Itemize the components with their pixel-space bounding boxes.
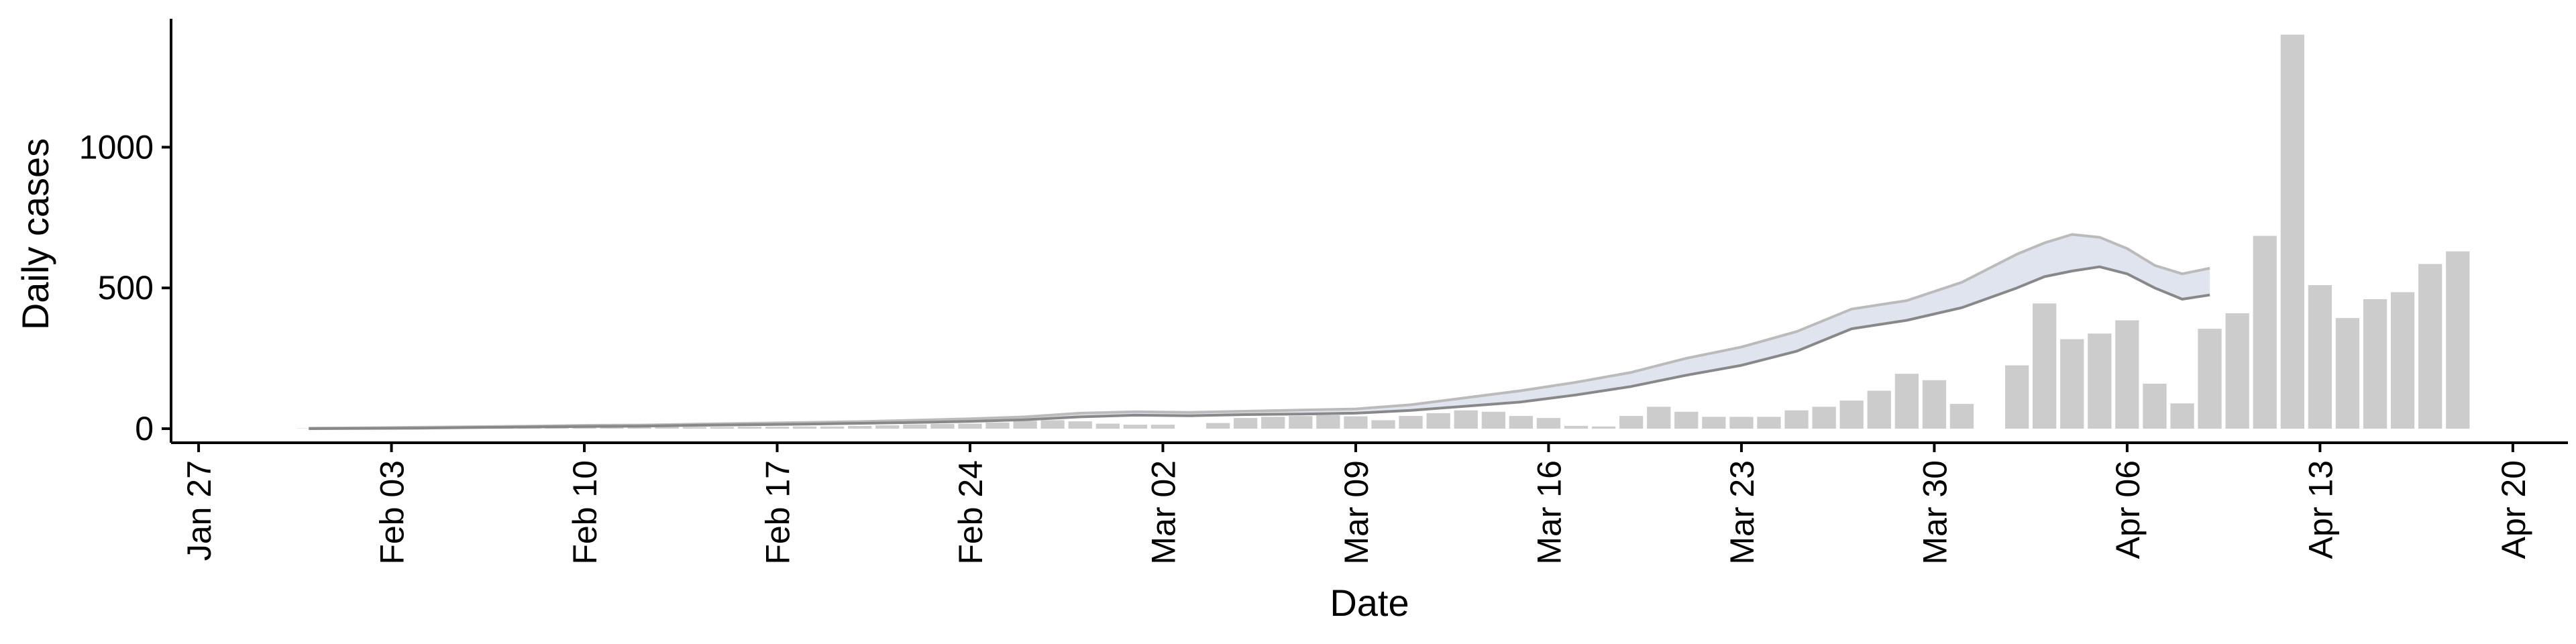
case-bar: [2198, 329, 2222, 429]
case-bar: [572, 427, 596, 429]
x-tick-label: Mar 02: [1145, 460, 1183, 565]
x-axis-ticks: Jan 27 Feb 03 Feb 10 Feb 17 Feb 24 Mar 02 Mar …: [180, 443, 2532, 565]
y-axis-title: Daily cases: [14, 138, 56, 330]
x-tick-label: Jan 27: [180, 460, 218, 561]
x-tick-label: Mar 23: [1723, 460, 1761, 565]
case-bar: [958, 423, 982, 429]
case-bar: [1454, 410, 1478, 429]
case-bar: [1095, 423, 1120, 429]
x-tick-label: Feb 24: [952, 460, 989, 565]
case-bar: [710, 427, 734, 429]
x-tick-label: Mar 09: [1338, 460, 1375, 565]
case-bar: [2033, 303, 2057, 429]
case-bar: [1150, 425, 1175, 429]
case-bar: [2253, 235, 2277, 429]
case-bar: [1344, 416, 1368, 429]
case-bar: [1289, 416, 1313, 429]
case-bar: [1729, 417, 1754, 429]
case-bar: [1234, 418, 1258, 429]
case-bar: [2225, 313, 2249, 429]
x-tick-label: Feb 10: [566, 460, 604, 565]
case-bar: [2088, 333, 2112, 429]
case-bar: [1371, 420, 1395, 429]
case-bar: [1316, 415, 1340, 429]
case-bar: [1757, 417, 1781, 429]
case-bar: [930, 423, 955, 429]
case-bar: [1702, 417, 1726, 429]
case-bar: [1867, 390, 1891, 429]
case-bar: [600, 427, 624, 429]
case-bar: [1922, 380, 1947, 429]
case-bar: [655, 427, 679, 429]
case-bar: [1564, 425, 1589, 429]
case-bar: [1784, 410, 1809, 429]
x-axis-title: Date: [1330, 582, 1409, 624]
case-bar: [2418, 264, 2443, 429]
case-bar: [2363, 299, 2387, 429]
x-tick-label: Mar 30: [1916, 460, 1953, 565]
case-bar: [2170, 403, 2194, 429]
case-bar: [2446, 251, 2470, 429]
case-bar: [1068, 421, 1092, 429]
y-axis-ticks: 0 500 1000: [79, 128, 171, 447]
case-bar: [792, 426, 817, 429]
case-bar: [820, 426, 845, 429]
case-bar: [765, 427, 790, 429]
case-bar: [1013, 421, 1037, 429]
case-bar: [1839, 400, 1864, 429]
case-bar: [1894, 374, 1919, 429]
case-bar: [1591, 426, 1616, 429]
case-bar: [2390, 292, 2415, 429]
case-bar: [1426, 413, 1450, 429]
case-bar: [1812, 407, 1836, 429]
y-tick-label: 500: [98, 269, 154, 307]
case-bar: [1509, 416, 1533, 429]
x-tick-label: Apr 06: [2109, 460, 2147, 559]
case-bar: [2143, 383, 2167, 429]
case-bar: [1040, 420, 1065, 429]
case-bar: [903, 424, 927, 429]
x-tick-label: Feb 03: [374, 460, 411, 565]
bars-layer: [297, 34, 2470, 429]
estimate-layer: [309, 233, 2210, 430]
case-bar: [2335, 318, 2360, 429]
case-bar: [985, 422, 1010, 429]
case-bar: [737, 427, 762, 429]
x-tick-label: Mar 16: [1530, 460, 1568, 565]
case-bar: [1399, 416, 1423, 429]
case-bar: [1123, 425, 1148, 429]
case-bar: [1674, 411, 1699, 429]
x-tick-label: Apr 13: [2302, 460, 2339, 559]
x-tick-label: Feb 17: [759, 460, 797, 565]
case-bar: [1949, 404, 1974, 429]
case-bar: [2308, 285, 2332, 429]
case-bar: [848, 425, 872, 429]
case-bar: [2280, 34, 2304, 429]
case-bar: [2060, 339, 2084, 429]
case-bar: [1536, 418, 1561, 429]
case-bar: [545, 427, 569, 429]
case-bar: [1619, 416, 1644, 429]
x-tick-label: Apr 20: [2495, 460, 2532, 559]
case-bar: [1206, 423, 1230, 429]
case-bar: [1647, 407, 1671, 429]
case-bar: [875, 425, 900, 429]
case-bar: [2005, 365, 2029, 429]
case-bar: [1481, 411, 1505, 429]
y-tick-label: 0: [135, 410, 154, 447]
case-bar: [2115, 320, 2139, 429]
case-bar: [627, 427, 651, 429]
case-bar: [682, 427, 706, 429]
y-tick-label: 1000: [79, 128, 154, 166]
case-bar: [1261, 417, 1285, 429]
lower-bound-line: [309, 265, 2210, 430]
